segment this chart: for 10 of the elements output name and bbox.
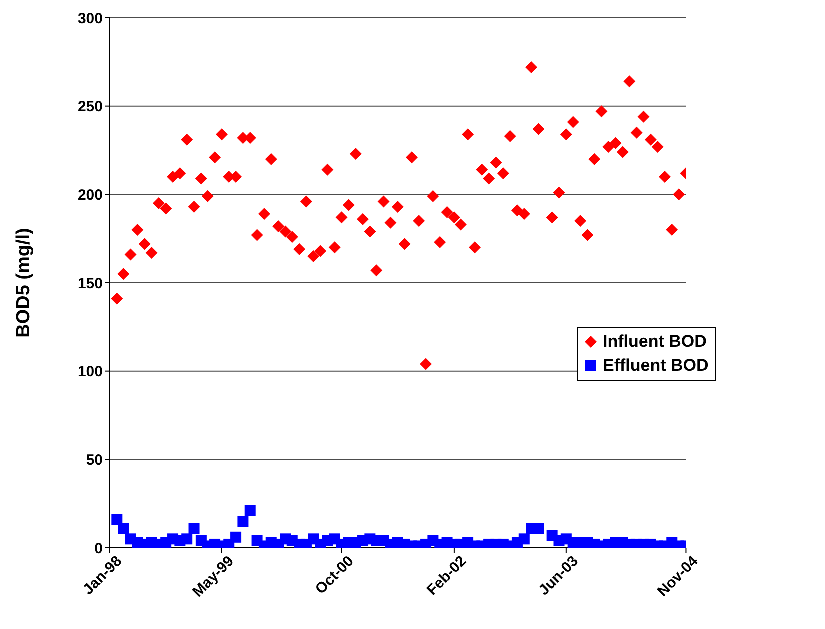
y-tick-label: 300 (78, 10, 103, 28)
y-tick-label: 250 (78, 98, 103, 116)
y-tick-label: 150 (78, 275, 103, 292)
y-tick-label: 100 (78, 364, 103, 381)
y-tick-label: 200 (78, 186, 103, 204)
legend-label: Effluent BOD (603, 355, 709, 377)
y-axis-title: BOD5 (mg/l) (14, 228, 35, 338)
y-tick-label: 0 (94, 540, 103, 558)
y-tick-label: 50 (86, 452, 103, 469)
legend-label: Influent BOD (603, 331, 707, 353)
